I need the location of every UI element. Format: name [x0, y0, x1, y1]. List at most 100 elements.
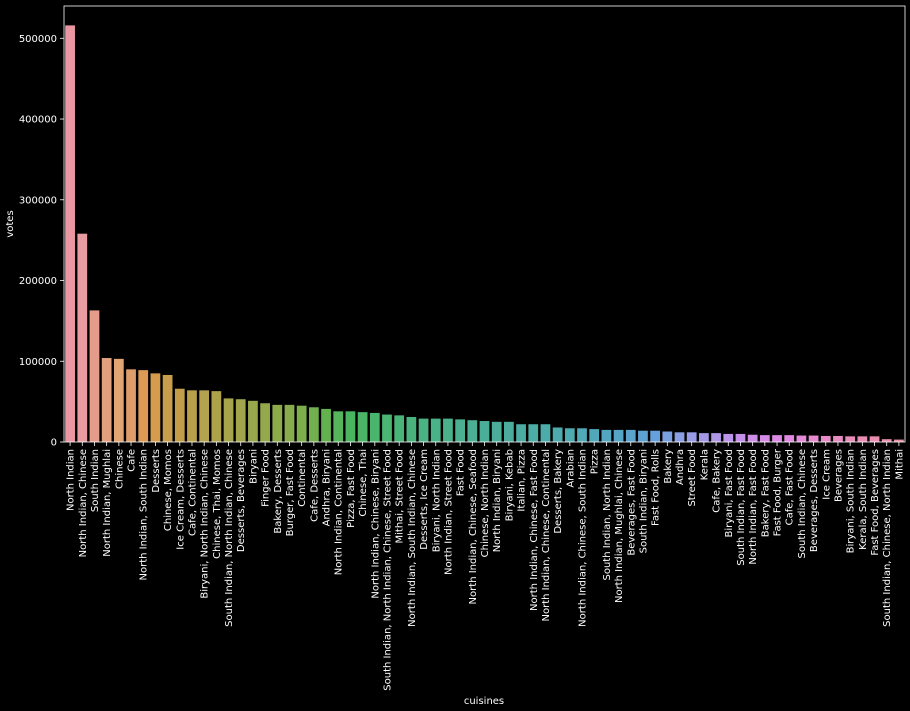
plot-frame [63, 5, 906, 443]
x-tick-label: Chinese, Thai [358, 449, 369, 517]
x-tick-label: South Indian, Chinese, North Indian [882, 449, 893, 627]
x-tick-label: North Indian, Fast Food [748, 449, 759, 565]
x-tick-label: North Indian, Mughlai [102, 449, 113, 557]
bar [833, 435, 843, 442]
x-tick-label: South Indian, North Indian [602, 449, 613, 581]
bar [796, 435, 807, 442]
x-tick-label: Bakery, Fast Food [760, 449, 771, 537]
bar [479, 421, 490, 442]
x-tick-label: North Indian, Chinese, Fast Food [529, 449, 540, 611]
bar [638, 430, 648, 442]
x-tick-label: Desserts [151, 449, 162, 493]
bar [77, 233, 88, 442]
x-tick-label: Street Food [687, 449, 698, 507]
y-tick-label: 300000 [19, 195, 57, 206]
x-tick-label: Burger, Fast Food [285, 449, 296, 536]
x-tick-label: Andhra, Biryani [322, 449, 333, 526]
x-tick-label: Cafe, Fast Food [785, 449, 796, 525]
bar [211, 391, 222, 442]
bar [564, 428, 575, 442]
x-tick-label: Andhra [675, 449, 686, 485]
bar [187, 390, 197, 442]
x-tick-label: Pizza [590, 449, 601, 474]
x-tick-label: Fast Food, Beverages [870, 449, 881, 556]
x-tick-label: Biryani, Kebab [504, 449, 515, 521]
bar [613, 429, 624, 442]
bar [552, 427, 563, 442]
x-tick-label: Cafe [127, 449, 138, 472]
bar [589, 429, 600, 442]
bar [321, 408, 331, 442]
x-tick-label: South Indian [90, 449, 101, 512]
x-tick-label: Desserts, Bakery [553, 449, 564, 534]
bar [467, 420, 478, 442]
bar [382, 414, 392, 442]
bar [248, 400, 258, 442]
bars-group [65, 25, 904, 442]
bar [345, 411, 356, 442]
x-axis: North Indian North Indian, Chinese South I… [66, 442, 905, 691]
bar [223, 398, 234, 442]
bar [699, 433, 709, 442]
y-tick-label: 0 [51, 438, 57, 449]
bar [126, 369, 136, 442]
x-tick-label: Beverages, Desserts [809, 449, 820, 552]
x-tick-label: Bakery [663, 449, 674, 484]
x-tick-label: Biryani, North Indian [431, 449, 442, 552]
x-tick-label: Cafe, Desserts [309, 449, 320, 522]
x-tick-label: Finger Food [261, 449, 272, 507]
bar [260, 403, 270, 442]
bar [455, 419, 465, 442]
bar [418, 418, 429, 442]
bar [174, 388, 185, 442]
bar [138, 370, 149, 442]
bar [491, 421, 502, 442]
bar [308, 407, 319, 442]
bar [89, 310, 100, 442]
bar [784, 435, 795, 442]
x-tick-label: Cafe, Continental [187, 449, 198, 536]
bar [625, 429, 636, 442]
x-tick-label: North Indian, Chinese [78, 449, 89, 557]
bar [394, 415, 405, 442]
bar [369, 412, 380, 442]
bar [686, 432, 697, 442]
x-tick-label: North Indian, Street Food [443, 449, 454, 575]
x-tick-label: Chinese [114, 449, 125, 489]
x-tick-label: North Indian, Chinese, Continental [541, 449, 552, 622]
x-tick-label: South Indian, Fast Food [736, 449, 747, 566]
x-tick-label: Mithai, Street Food [395, 449, 406, 543]
bar [674, 432, 685, 442]
bar [199, 390, 210, 442]
bar [662, 431, 673, 442]
x-tick-label: Biryani, Fast Food [724, 449, 735, 538]
x-tick-label: Continental [297, 449, 308, 507]
x-tick-label: North Indian, Biryani [492, 449, 503, 552]
bar [296, 405, 307, 442]
bar [894, 439, 904, 442]
x-tick-label: Cafe, Bakery [712, 449, 723, 513]
x-tick-label: North Indian, South Indian, Chinese [407, 449, 418, 627]
bar [747, 434, 758, 442]
x-tick-label: North Indian, Mughlai, Chinese [614, 449, 625, 603]
x-tick-label: North Indian, Chinese, South Indian [578, 449, 589, 627]
bar [65, 25, 75, 442]
y-axis: 0 100000 200000 300000 400000 500000 [19, 34, 64, 449]
x-tick-label: South Indian, Chinese [797, 449, 808, 558]
x-tick-label: Desserts, Ice Cream [419, 449, 430, 550]
bar [711, 433, 721, 442]
bar [857, 436, 868, 442]
x-tick-label: Fast Food, Burger [773, 448, 784, 536]
x-tick-label: Chinese, Thai, Momos [212, 449, 223, 559]
x-tick-label: North Indian, Chinese, Seafood [468, 449, 479, 604]
bar [735, 433, 746, 442]
y-tick-label: 400000 [19, 115, 57, 126]
bar [845, 436, 856, 442]
bar [820, 435, 831, 442]
x-tick-label: Beverages [833, 449, 844, 502]
bar [443, 418, 453, 442]
x-tick-label: Ice Cream, Desserts [175, 449, 186, 550]
bar [150, 373, 161, 442]
x-tick-label: Ice Cream [821, 449, 832, 500]
